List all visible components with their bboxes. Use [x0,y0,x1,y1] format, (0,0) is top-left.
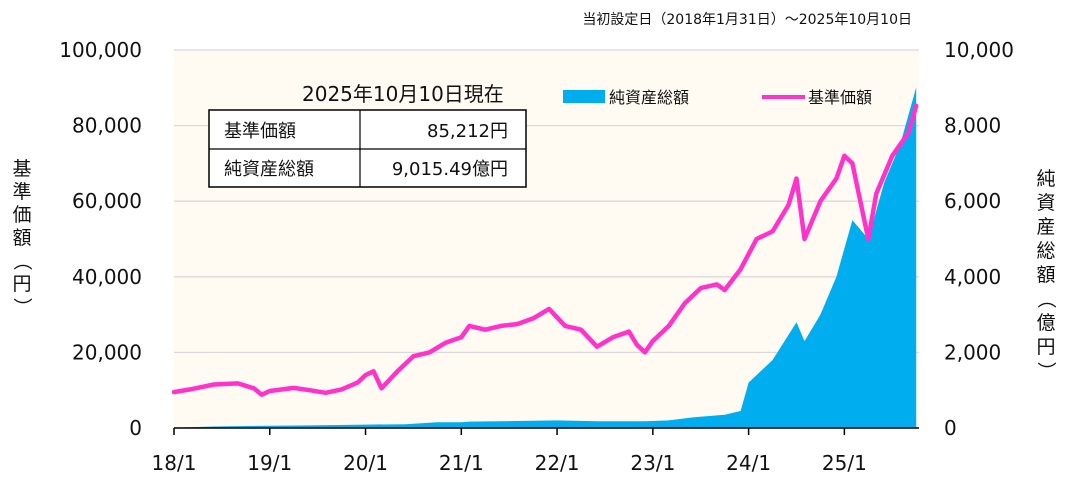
axis-label-char: 額 [12,227,31,249]
x-tick-label: 24/1 [726,451,771,475]
axis-label-char: 純 [1036,168,1055,190]
x-tick-label: 18/1 [152,451,197,475]
axis-label-char: 円 [1036,336,1055,358]
info-box-label-nav: 基準価額 [224,121,296,142]
axis-label-char: ） [11,297,33,316]
right-tick-label: 8,000 [944,114,1001,138]
axis-label-char: ） [1035,361,1057,380]
left-tick-label: 0 [129,416,142,440]
x-ticks: 18/1 19/1 20/1 21/1 22/1 23/1 24/1 25/1 [152,428,867,475]
left-tick-label: 40,000 [72,265,142,289]
aum-series [174,87,917,428]
right-axis-label: 純資産総額 （ 億円 ） [1035,168,1057,381]
axis-label-char: （ [1035,289,1057,308]
right-tick-label: 4,000 [944,265,1001,289]
info-box-value-aum: 9,015.49億円 [392,159,508,180]
nav-series [171,103,919,397]
axis-label-char: （ [11,251,33,270]
left-tick-label: 20,000 [72,340,142,364]
axis-label-char: 円 [12,273,31,295]
legend-label-aum: 純資産総額 [609,88,689,107]
left-tick-label: 100,000 [59,38,142,62]
axis-label-char: 資 [1036,192,1055,214]
info-box: 2025年10月10日現在 基準価額 85,212円 純資産総額 9,015.4… [208,82,527,188]
right-tick-label: 2,000 [944,340,1001,364]
left-ticks: 0 20,000 40,000 60,000 80,000 100,000 [59,38,142,440]
axis-label-char: 総 [1036,240,1055,262]
aum-area [174,87,917,428]
x-tick-label: 25/1 [822,451,867,475]
x-tick-label: 20/1 [343,451,388,475]
right-ticks: 0 2,000 4,000 6,000 8,000 10,000 [944,38,1014,440]
x-tick-label: 22/1 [535,451,580,475]
right-tick-label: 10,000 [944,38,1014,62]
nav-line [171,103,919,397]
info-box-label-aum: 純資産総額 [224,159,314,180]
axis-label-char: 価 [12,204,31,226]
x-tick-label: 21/1 [439,451,484,475]
axis-label-char: 準 [12,181,31,203]
axis-label-char: 基 [12,158,31,180]
x-tick-label: 19/1 [247,451,292,475]
header-note: 当初設定日（2018年1月31日）～2025年10月10日 [582,11,912,28]
axis-label-char: 額 [1036,264,1055,286]
x-tick-label: 23/1 [630,451,675,475]
legend: 純資産総額 基準価額 [563,88,872,107]
axis-label-char: 産 [1036,216,1055,238]
right-tick-label: 0 [944,416,957,440]
left-axis-label: 基準価額 （ 円 ） [11,158,33,317]
legend-label-nav: 基準価額 [808,88,872,107]
legend-swatch-aum [563,90,605,103]
left-tick-label: 80,000 [72,114,142,138]
info-box-title: 2025年10月10日現在 [302,82,504,106]
right-tick-label: 6,000 [944,189,1001,213]
info-box-value-nav: 85,212円 [427,121,508,142]
axis-label-char: 億 [1036,312,1055,334]
left-tick-label: 60,000 [72,189,142,213]
